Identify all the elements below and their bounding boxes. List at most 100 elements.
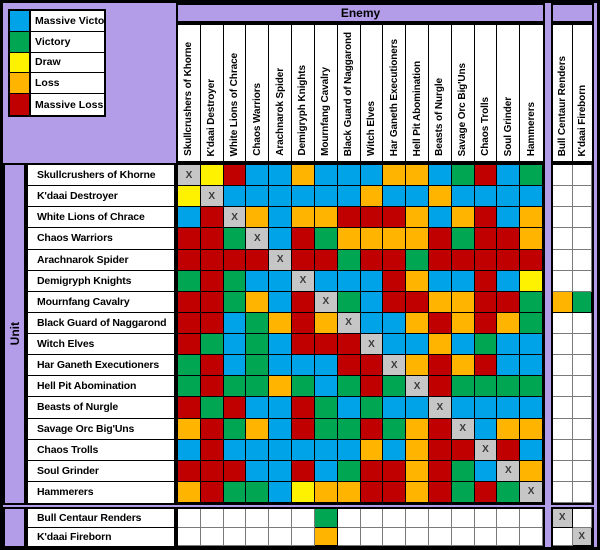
matrix-cell[interactable]	[314, 228, 338, 250]
matrix-cell[interactable]	[406, 228, 429, 250]
matrix-cell[interactable]	[269, 397, 293, 419]
matrix-cell[interactable]	[572, 355, 592, 377]
matrix-cell[interactable]: X	[451, 418, 475, 440]
matrix-cell[interactable]	[223, 527, 247, 546]
matrix-cell[interactable]	[314, 376, 338, 398]
matrix-cell[interactable]	[269, 207, 293, 229]
matrix-cell[interactable]	[428, 270, 452, 292]
matrix-cell[interactable]	[200, 418, 224, 440]
unit-row-header[interactable]: Mournfang Cavalry	[28, 292, 174, 313]
matrix-cell[interactable]	[292, 334, 315, 356]
matrix-cell[interactable]	[223, 334, 247, 356]
matrix-cell[interactable]	[246, 355, 270, 377]
matrix-cell[interactable]	[269, 228, 293, 250]
matrix-cell[interactable]	[428, 334, 452, 356]
matrix-cell[interactable]: X	[383, 355, 407, 377]
matrix-cell[interactable]	[337, 397, 361, 419]
matrix-cell[interactable]	[497, 376, 521, 398]
matrix-cell[interactable]	[428, 481, 452, 503]
unit-row-header[interactable]: Witch Elves	[28, 334, 174, 356]
matrix-cell[interactable]	[553, 355, 573, 377]
unit-row-header[interactable]: Skullcrushers of Khorne	[28, 165, 174, 187]
matrix-cell[interactable]	[572, 249, 592, 271]
matrix-cell[interactable]	[337, 509, 361, 528]
matrix-cell[interactable]	[292, 397, 315, 419]
matrix-cell[interactable]	[269, 527, 293, 546]
unit-row-header[interactable]: Soul Grinder	[28, 461, 174, 482]
matrix-cell[interactable]	[314, 249, 338, 271]
unit-row-header[interactable]: Beasts of Nurgle	[28, 397, 174, 419]
matrix-cell[interactable]	[520, 376, 543, 398]
matrix-cell[interactable]	[292, 291, 315, 313]
unit-row-header[interactable]: Chaos Trolls	[28, 440, 174, 461]
matrix-cell[interactable]	[178, 481, 201, 503]
matrix-cell[interactable]	[223, 418, 247, 440]
matrix-cell[interactable]	[269, 186, 293, 208]
matrix-cell[interactable]	[178, 397, 201, 419]
matrix-cell[interactable]: X	[553, 509, 573, 528]
enemy-column-header[interactable]: Savage Orc Big'Uns	[452, 25, 475, 161]
matrix-cell[interactable]	[451, 249, 475, 271]
unit-row-header[interactable]: Chaos Warriors	[28, 228, 174, 250]
matrix-cell[interactable]	[292, 439, 315, 461]
matrix-cell[interactable]	[474, 418, 498, 440]
matrix-cell[interactable]	[223, 460, 247, 482]
matrix-cell[interactable]	[246, 397, 270, 419]
matrix-cell[interactable]	[520, 186, 543, 208]
matrix-cell[interactable]	[451, 460, 475, 482]
matrix-cell[interactable]	[451, 334, 475, 356]
matrix-cell[interactable]	[314, 334, 338, 356]
matrix-cell[interactable]	[246, 527, 270, 546]
matrix-cell[interactable]	[269, 418, 293, 440]
matrix-cell[interactable]	[497, 418, 521, 440]
matrix-cell[interactable]	[572, 228, 592, 250]
matrix-cell[interactable]	[428, 249, 452, 271]
matrix-cell[interactable]	[572, 186, 592, 208]
matrix-cell[interactable]	[520, 270, 543, 292]
matrix-cell[interactable]	[269, 439, 293, 461]
matrix-cell[interactable]	[360, 291, 384, 313]
matrix-cell[interactable]	[474, 397, 498, 419]
matrix-cell[interactable]	[178, 334, 201, 356]
matrix-cell[interactable]	[406, 186, 429, 208]
matrix-cell[interactable]	[572, 312, 592, 334]
matrix-cell[interactable]	[200, 527, 224, 546]
enemy-column-header[interactable]: White Lions of Chrace	[224, 25, 247, 161]
matrix-cell[interactable]	[337, 228, 361, 250]
matrix-cell[interactable]	[406, 291, 429, 313]
matrix-cell[interactable]	[553, 228, 573, 250]
matrix-cell[interactable]	[428, 460, 452, 482]
matrix-cell[interactable]	[572, 165, 592, 187]
matrix-cell[interactable]	[360, 355, 384, 377]
matrix-cell[interactable]	[223, 397, 247, 419]
matrix-cell[interactable]	[383, 418, 407, 440]
matrix-cell[interactable]	[520, 291, 543, 313]
matrix-cell[interactable]	[337, 355, 361, 377]
matrix-cell[interactable]	[497, 207, 521, 229]
unit-row-header[interactable]: Arachnarok Spider	[28, 250, 174, 271]
matrix-cell[interactable]	[572, 207, 592, 229]
enemy-column-header[interactable]: Mournfang Cavalry	[315, 25, 338, 161]
matrix-cell[interactable]	[451, 312, 475, 334]
matrix-cell[interactable]	[520, 355, 543, 377]
matrix-cell[interactable]	[269, 312, 293, 334]
unit-row-header[interactable]: K'daai Fireborn	[37, 530, 112, 543]
matrix-cell[interactable]	[246, 291, 270, 313]
matrix-cell[interactable]	[553, 207, 573, 229]
matrix-cell[interactable]	[428, 509, 452, 528]
enemy-column-header[interactable]: K'daai Fireborn	[573, 25, 593, 161]
matrix-cell[interactable]	[497, 481, 521, 503]
matrix-cell[interactable]	[360, 165, 384, 187]
matrix-cell[interactable]	[520, 249, 543, 271]
enemy-column-header[interactable]: Demigryph Knights	[292, 25, 315, 161]
matrix-cell[interactable]	[246, 165, 270, 187]
matrix-cell[interactable]	[178, 186, 201, 208]
matrix-cell[interactable]	[383, 509, 407, 528]
matrix-cell[interactable]	[269, 355, 293, 377]
matrix-cell[interactable]	[360, 228, 384, 250]
matrix-cell[interactable]	[406, 312, 429, 334]
matrix-cell[interactable]: X	[497, 460, 521, 482]
matrix-cell[interactable]	[223, 355, 247, 377]
matrix-cell[interactable]	[223, 312, 247, 334]
matrix-cell[interactable]	[223, 509, 247, 528]
